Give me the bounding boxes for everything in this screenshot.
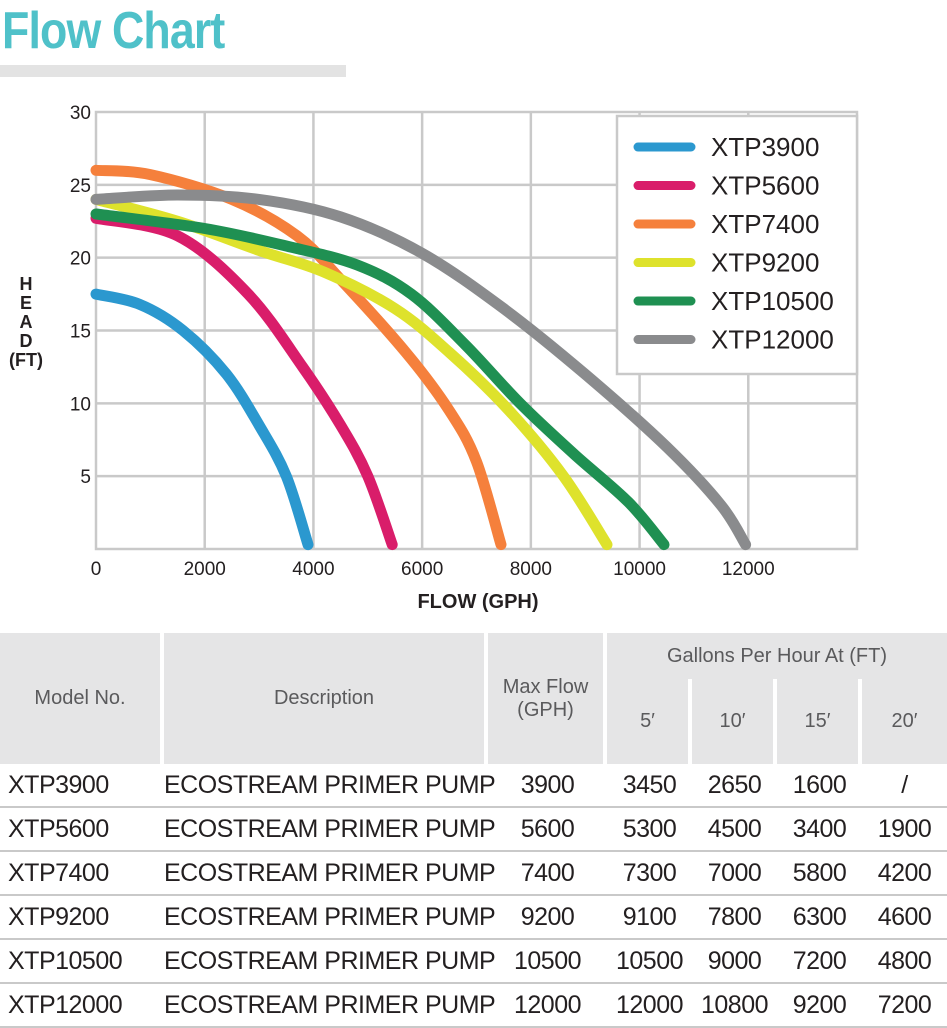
cell-description: ECOSTREAM PRIMER PUMP — [164, 764, 496, 808]
cell-gph-5: 12000 — [607, 984, 692, 1028]
cell-max-flow: 5600 — [488, 808, 607, 852]
cell-description: ECOSTREAM PRIMER PUMP — [164, 896, 496, 940]
legend-box — [615, 114, 859, 376]
cell-gph-5: 5300 — [607, 808, 692, 852]
cell-gph-20: 4800 — [862, 940, 947, 984]
cell-model: XTP9200 — [0, 896, 164, 940]
cell-description: ECOSTREAM PRIMER PUMP — [164, 940, 496, 984]
y-axis-letter-a: A — [19, 312, 33, 332]
table-row: XTP10500 ECOSTREAM PRIMER PUMP 10500 105… — [0, 940, 947, 984]
cell-gph-10: 9000 — [692, 940, 777, 984]
chart-legend: XTP3900 XTP5600 XTP7400 XTP9200 XTP10500 XTP1… — [615, 114, 859, 376]
cell-gph-15: 6300 — [777, 896, 862, 940]
legend-label: XTP9200 — [711, 248, 819, 278]
cell-max-flow: 12000 — [488, 984, 607, 1028]
cell-gph-5: 7300 — [607, 852, 692, 896]
y-axis-letter-e: E — [19, 293, 32, 313]
cell-gph-15: 1600 — [777, 764, 862, 808]
x-tick-label: 4000 — [292, 559, 334, 580]
legend-label: XTP7400 — [711, 209, 819, 239]
cell-gph-10: 4500 — [692, 808, 777, 852]
x-tick-label: 2000 — [184, 559, 226, 580]
x-tick-label: 10000 — [613, 559, 666, 580]
series-line-xtp10500 — [90, 208, 670, 551]
cell-gph-20: 4200 — [862, 852, 947, 896]
title-underline — [0, 65, 346, 77]
pump-spec-table-wrap: Model No. Description Max Flow (GPH) Gal… — [0, 633, 947, 1028]
cell-description: ECOSTREAM PRIMER PUMP — [164, 984, 496, 1028]
series-line-xtp3900 — [90, 288, 314, 551]
cell-description: ECOSTREAM PRIMER PUMP — [164, 808, 496, 852]
header-model: Model No. — [0, 633, 164, 764]
cell-gph-15: 9200 — [777, 984, 862, 1028]
y-tick-label: 10 — [70, 394, 91, 415]
y-tick-label: 20 — [70, 249, 91, 270]
legend-label: XTP12000 — [711, 325, 834, 355]
pump-spec-table: Model No. Description Max Flow (GPH) Gal… — [0, 633, 947, 1028]
x-axis-title: FLOW (GPH) — [417, 591, 538, 613]
cell-max-flow: 10500 — [488, 940, 607, 984]
cell-max-flow: 9200 — [488, 896, 607, 940]
y-axis-letter-d: D — [19, 331, 33, 351]
header-gph-group: Gallons Per Hour At (FT) — [607, 633, 947, 679]
cell-gph-20: 7200 — [862, 984, 947, 1028]
header-head-20: 20′ — [862, 679, 947, 764]
legend-label: XTP10500 — [711, 286, 834, 316]
page-title: Flow Chart — [2, 2, 225, 60]
series-line-xtp12000 — [90, 189, 752, 551]
table-row: XTP9200 ECOSTREAM PRIMER PUMP 9200 9100 … — [0, 896, 947, 940]
cell-gph-20: / — [862, 764, 947, 808]
cell-model: XTP12000 — [0, 984, 164, 1028]
header-max-flow: Max Flow (GPH) — [488, 633, 607, 764]
flow-chart: 0 2000 4000 6000 8000 10000 12000 5 10 15 20 25 30 X… — [70, 103, 859, 613]
cell-model: XTP7400 — [0, 852, 164, 896]
table-row: XTP3900 ECOSTREAM PRIMER PUMP 3900 3450 … — [0, 764, 947, 808]
cell-gph-10: 2650 — [692, 764, 777, 808]
x-tick-label: 12000 — [722, 559, 775, 580]
cell-gph-5: 3450 — [607, 764, 692, 808]
chart-series — [90, 164, 752, 551]
header-head-15: 15′ — [777, 679, 862, 764]
table-row: XTP7400 ECOSTREAM PRIMER PUMP 7400 7300 … — [0, 852, 947, 896]
cell-model: XTP3900 — [0, 764, 164, 808]
cell-model: XTP10500 — [0, 940, 164, 984]
cell-description: ECOSTREAM PRIMER PUMP — [164, 852, 496, 896]
y-tick-label: 15 — [70, 322, 91, 343]
table-row: XTP5600 ECOSTREAM PRIMER PUMP 5600 5300 … — [0, 808, 947, 852]
cell-max-flow: 3900 — [488, 764, 607, 808]
x-tick-label: 8000 — [510, 559, 552, 580]
cell-gph-15: 5800 — [777, 852, 862, 896]
y-tick-label: 25 — [70, 176, 91, 197]
series-line-xtp5600 — [90, 212, 398, 551]
cell-gph-5: 10500 — [607, 940, 692, 984]
y-axis-title: H E A D (FT) — [4, 275, 48, 370]
header-description: Description — [164, 633, 488, 764]
cell-gph-15: 3400 — [777, 808, 862, 852]
cell-gph-20: 1900 — [862, 808, 947, 852]
cell-gph-15: 7200 — [777, 940, 862, 984]
x-tick-label: 6000 — [401, 559, 443, 580]
cell-gph-10: 7000 — [692, 852, 777, 896]
y-tick-label: 5 — [80, 467, 91, 488]
cell-gph-5: 9100 — [607, 896, 692, 940]
cell-gph-10: 7800 — [692, 896, 777, 940]
y-tick-label: 30 — [70, 103, 91, 124]
cell-gph-20: 4600 — [862, 896, 947, 940]
header-head-5: 5′ — [607, 679, 692, 764]
cell-max-flow: 7400 — [488, 852, 607, 896]
y-axis-unit: (FT) — [9, 350, 43, 370]
table-row: XTP12000 ECOSTREAM PRIMER PUMP 12000 120… — [0, 984, 947, 1028]
y-axis-letter-h: H — [19, 274, 33, 294]
header-head-10: 10′ — [692, 679, 777, 764]
legend-label: XTP5600 — [711, 171, 819, 201]
legend-label: XTP3900 — [711, 132, 819, 162]
cell-gph-10: 10800 — [692, 984, 777, 1028]
cell-model: XTP5600 — [0, 808, 164, 852]
x-tick-label: 0 — [91, 559, 102, 580]
axis-ticks: 0 2000 4000 6000 8000 10000 12000 5 10 15 20 25 30 — [70, 103, 775, 580]
